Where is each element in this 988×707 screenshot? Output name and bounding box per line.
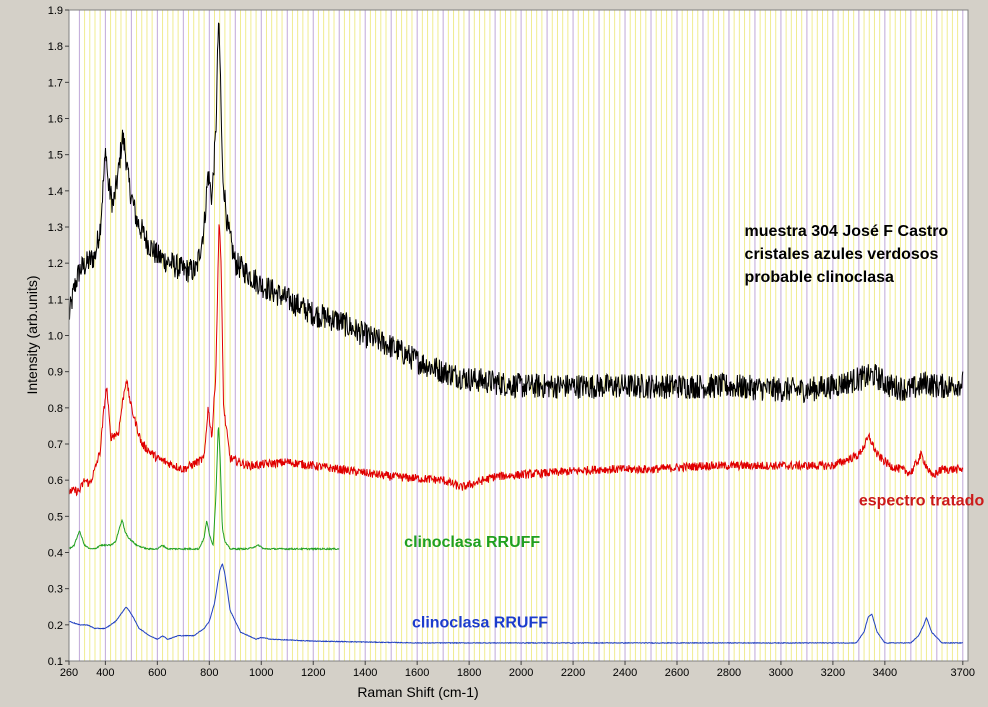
x-tick-label: 3700 [951,667,975,679]
x-tick-label: 3000 [769,667,793,679]
y-tick-label: 0.8 [48,403,63,415]
y-tick-label: 0.1 [48,656,63,668]
y-tick-label: 0.7 [48,439,63,451]
y-tick-labels: 0.1 0.2 0.3 0.4 0.5 0.6 0.7 0.8 0.9 1.0 1.1 1.2 1.3 1… [48,5,69,668]
y-tick-label: 0.6 [48,475,63,487]
x-tick-label: 1600 [405,667,429,679]
y-tick-label: 0.9 [48,367,63,379]
spectrum-trace-1 [68,22,964,404]
annotation-1: muestra 304 José F Castro [745,223,949,240]
y-tick-label: 1.1 [48,294,63,306]
x-tick-label: 400 [96,667,114,679]
x-tick-label: 1400 [353,667,377,679]
y-tick-label: 1.4 [48,186,63,198]
x-tick-label: 260 [60,667,78,679]
y-tick-label: 1.5 [48,150,63,162]
annotation-2: cristales azules verdosos [745,246,939,263]
y-tick-label: 1.7 [48,77,63,89]
x-tick-label: 2000 [509,667,533,679]
annotation-5: clinoclasa RRUFF [404,534,540,551]
annotation-6: clinoclasa RRUFF [412,614,548,631]
annotation-4: espectro tratado [859,492,985,509]
spectrum-trace-4 [68,563,963,645]
x-tick-label: 2800 [717,667,741,679]
y-tick-label: 1.0 [48,331,63,343]
y-tick-label: 0.4 [48,548,63,560]
x-axis-title: Raman Shift (cm-1) [357,684,478,700]
y-tick-label: 0.5 [48,511,63,523]
y-tick-label: 1.8 [48,41,63,53]
x-tick-labels: 260 400 600 800 1000 1200 1400 1600 1800 2000 2200… [60,661,975,679]
y-tick-label: 1.2 [48,258,63,270]
y-tick-label: 1.6 [48,114,63,126]
annotations: muestra 304 José F Castro cristales azule… [404,223,984,631]
x-tick-label: 1800 [457,667,481,679]
x-tick-label: 3200 [821,667,845,679]
x-tick-label: 1200 [301,667,325,679]
x-tick-label: 1000 [249,667,273,679]
y-tick-label: 1.3 [48,222,63,234]
y-tick-label: 0.3 [48,584,63,596]
plot-area [69,10,968,661]
x-tick-label: 800 [200,667,218,679]
spectrum-trace-2 [68,224,964,497]
y-tick-label: 0.2 [48,620,63,632]
x-tick-label: 600 [148,667,166,679]
x-tick-label: 2600 [665,667,689,679]
x-tick-label: 2200 [561,667,585,679]
y-tick-label: 1.9 [48,5,63,17]
x-tick-label: 3400 [873,667,897,679]
x-tick-label: 2400 [613,667,637,679]
annotation-3: probable clinoclasa [745,269,894,286]
y-axis-title: Intensity (arb.units) [24,275,40,394]
spectrum-trace-3 [68,427,340,551]
